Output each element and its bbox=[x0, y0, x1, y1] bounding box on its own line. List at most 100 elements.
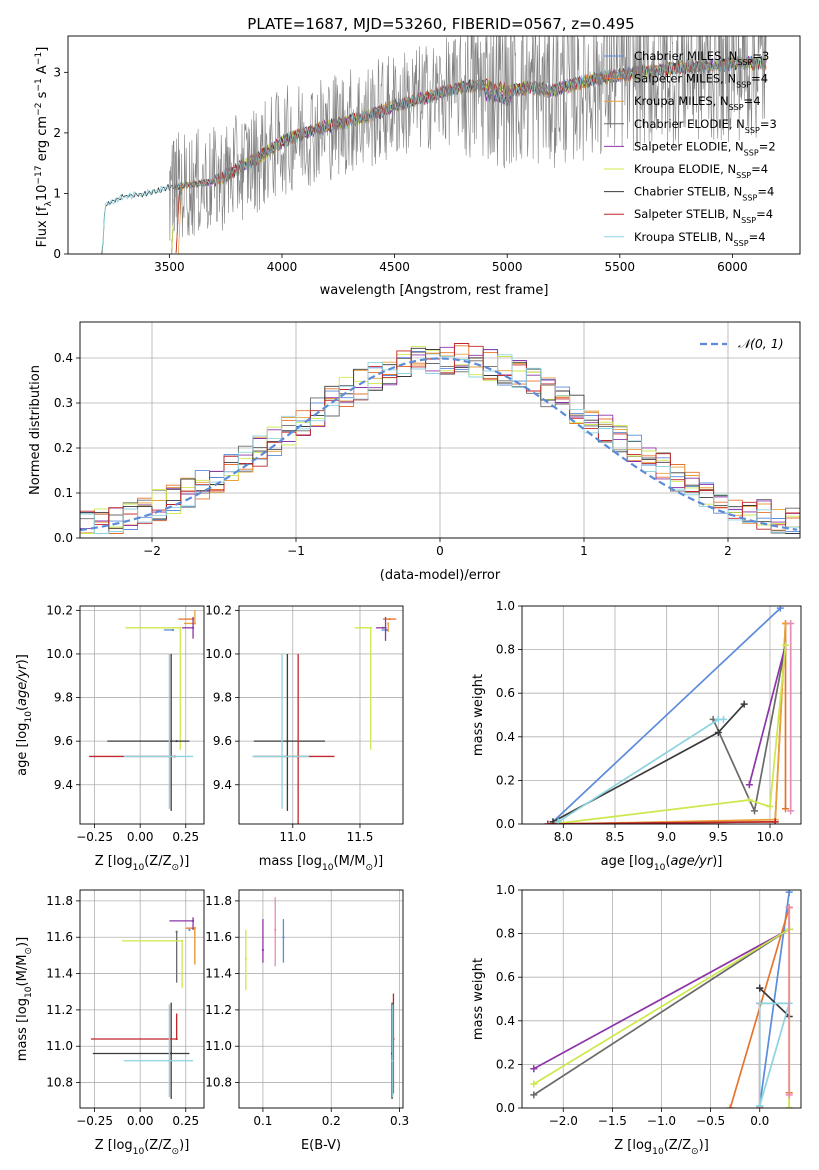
plus-marker bbox=[530, 1080, 538, 1088]
y-tick-label: 3 bbox=[53, 65, 61, 79]
y-tick-label: 1.0 bbox=[496, 883, 515, 897]
x-tick-label: 1 bbox=[580, 544, 588, 558]
y-tick-label: 11.4 bbox=[205, 967, 232, 981]
axes-frame bbox=[521, 889, 802, 1109]
plus-marker bbox=[745, 796, 753, 804]
y-tick-label: 11.0 bbox=[205, 1039, 232, 1053]
x-axis-label: Z [log10(Z/Z⊙)] bbox=[614, 1138, 709, 1157]
x-axis-label: Z [log10(Z/Z⊙)] bbox=[95, 1138, 190, 1157]
y-tick-label: 9.8 bbox=[54, 691, 73, 705]
y-axis-label: Flux [fλ10−17 erg cm−2 s−1 A−1] bbox=[34, 47, 54, 248]
x-tick-label: 0.0 bbox=[750, 1114, 769, 1128]
plus-marker bbox=[785, 1091, 793, 1099]
mass_vs_Z-plot bbox=[90, 917, 196, 1099]
data-point bbox=[168, 1059, 171, 1062]
x-axis-label: E(B-V) bbox=[301, 1138, 341, 1153]
x-tick-label: 4000 bbox=[267, 260, 298, 274]
plus-marker bbox=[782, 641, 789, 649]
residuals-plot bbox=[80, 343, 800, 534]
plus-marker bbox=[726, 1104, 734, 1108]
y-tick-label: 11.8 bbox=[46, 894, 73, 908]
age_vs_mass-grid bbox=[239, 606, 403, 824]
plus-marker bbox=[787, 807, 795, 815]
weight-line bbox=[552, 622, 787, 824]
x-tick-label: 10.0 bbox=[757, 830, 784, 844]
gaussian-curve bbox=[80, 357, 798, 532]
y-axis-label: mass weight bbox=[471, 674, 486, 756]
y-tick-label: 9.4 bbox=[54, 778, 73, 792]
plus-marker bbox=[771, 818, 779, 824]
spectrum-axes: 3500 4000 4500 5000 5500 6000 0 1 2 3 Chabrier MIL… bbox=[34, 35, 801, 298]
axes-frame bbox=[238, 605, 404, 825]
x-tick-label: −2 bbox=[143, 544, 161, 558]
plus-marker bbox=[776, 606, 784, 612]
y-tick-label: 0.2 bbox=[54, 441, 73, 455]
data-point bbox=[369, 626, 372, 629]
y-tick-label: 1 bbox=[53, 186, 61, 200]
plus-marker bbox=[766, 803, 774, 811]
y-tick-label: 9.6 bbox=[54, 734, 73, 748]
x-tick-label: 11.0 bbox=[279, 830, 306, 844]
data-point bbox=[175, 930, 178, 933]
residuals-legend: 𝒩(0, 1) bbox=[700, 336, 784, 351]
axes-frame bbox=[521, 605, 802, 825]
plus-marker bbox=[751, 807, 758, 815]
y-axis-label: age [log10(age/yr)] bbox=[15, 654, 34, 776]
y-tick-label: 0.0 bbox=[54, 531, 73, 545]
spectrum-legend: Chabrier MILES, NSSP=3 Salpeter MILES, NS… bbox=[604, 49, 777, 247]
data-point bbox=[175, 1037, 178, 1041]
plus-marker bbox=[756, 984, 764, 992]
y-tick-label: 10.0 bbox=[205, 647, 232, 661]
weight-line bbox=[748, 644, 787, 786]
weight-line bbox=[759, 987, 791, 1018]
y-axis-label: mass [log10(M/M⊙)] bbox=[15, 937, 34, 1061]
weight-line bbox=[758, 892, 791, 1106]
plus-marker bbox=[544, 820, 552, 824]
mass_vs_ebv-axes: 0.1 0.2 0.3 10.8 11.0 11.2 11.4 11.6 11.8 E(B-V) bbox=[205, 889, 409, 1153]
plus-marker bbox=[740, 700, 748, 708]
y-tick-label: 0.2 bbox=[496, 773, 515, 787]
legend-label: Kroupa ELODIE, NSSP=4 bbox=[634, 162, 768, 180]
y-tick-label: 10.8 bbox=[205, 1076, 232, 1090]
x-tick-label: 5000 bbox=[492, 260, 523, 274]
x-tick-label: 4500 bbox=[379, 260, 410, 274]
y-tick-label: 11.6 bbox=[46, 930, 73, 944]
y-tick-label: 11.6 bbox=[205, 930, 232, 944]
y-tick-label: 11.2 bbox=[205, 1003, 232, 1017]
x-tick-label: 0.25 bbox=[172, 830, 199, 844]
x-axis-label: mass [log10(M/M⊙)] bbox=[259, 854, 383, 873]
x-tick-label: 0 bbox=[436, 544, 444, 558]
data-point bbox=[244, 957, 247, 961]
data-point bbox=[391, 1059, 394, 1062]
weight-line bbox=[533, 928, 790, 1070]
x-tick-label: 8.5 bbox=[605, 830, 624, 844]
data-point bbox=[191, 626, 195, 629]
weight-line bbox=[533, 928, 790, 1096]
legend-label: Salpeter ELODIE, NSSP=2 bbox=[634, 139, 776, 157]
data-spectrum-line bbox=[169, 36, 767, 241]
weight-line bbox=[758, 1002, 791, 1107]
plus-marker bbox=[720, 715, 727, 723]
age_vs_Z-grid bbox=[80, 606, 204, 824]
x-tick-label: 0.25 bbox=[172, 1114, 199, 1128]
data-point bbox=[193, 927, 196, 930]
axes-frame bbox=[79, 605, 205, 825]
y-tick-label: 0.4 bbox=[54, 351, 73, 365]
y-tick-label: 9.8 bbox=[213, 691, 232, 705]
legend-label: Kroupa STELIB, NSSP=4 bbox=[634, 230, 766, 248]
x-tick-label: 0.00 bbox=[127, 1114, 154, 1128]
plus-marker bbox=[782, 805, 789, 813]
y-tick-label: 2 bbox=[53, 126, 61, 140]
x-tick-label: 3500 bbox=[154, 260, 185, 274]
plus-marker bbox=[756, 1102, 764, 1108]
y-tick-label: 9.6 bbox=[213, 734, 232, 748]
x-tick-label: −2.0 bbox=[549, 1114, 578, 1128]
mass_vs_Z-grid bbox=[80, 890, 204, 1108]
data-point bbox=[181, 939, 184, 942]
y-tick-label: 0.2 bbox=[496, 1057, 515, 1071]
legend-label: 𝒩(0, 1) bbox=[738, 336, 784, 351]
age_vs_Z-plot bbox=[89, 610, 196, 811]
axes-frame bbox=[79, 321, 801, 539]
plus-marker bbox=[785, 1104, 793, 1108]
